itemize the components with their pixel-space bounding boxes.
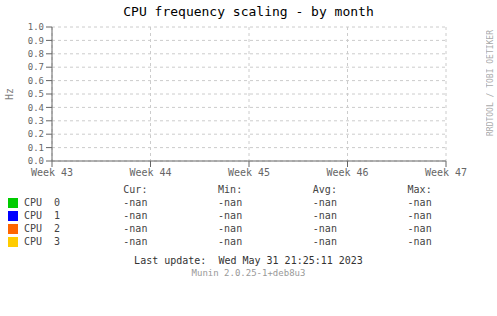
html-text:CPU 2: CPU 2 [24, 223, 61, 234]
html-text:Munin 2.0.25-1+deb8u3: Munin 2.0.25-1+deb8u3 [191, 268, 306, 278]
svg-text:0.9: 0.9 [28, 36, 44, 46]
html-text:Min:: Min: [218, 184, 243, 195]
svg-text:0.4: 0.4 [28, 103, 44, 113]
svg-text:0.2: 0.2 [28, 129, 44, 139]
svg-text:1.0: 1.0 [28, 22, 44, 32]
svg-text:0.5: 0.5 [28, 89, 44, 99]
svg-text:Week 47: Week 47 [425, 167, 467, 178]
html-text:Avg:: Avg: [312, 184, 337, 195]
html-text:-nan: -nan [312, 223, 337, 234]
html-text:-nan: -nan [312, 210, 337, 221]
svg-text:Week 44: Week 44 [129, 167, 171, 178]
svg-text:0.8: 0.8 [28, 49, 44, 59]
html-text:-nan: -nan [407, 223, 432, 234]
html-text:-nan: -nan [407, 236, 432, 247]
html-text:-nan: -nan [218, 236, 243, 247]
html-text:-nan: -nan [123, 236, 148, 247]
svg-text:0.1: 0.1 [28, 143, 44, 153]
svg-text:Week 46: Week 46 [326, 167, 368, 178]
svg-text:0.7: 0.7 [28, 62, 44, 72]
html-text:-nan: -nan [218, 197, 243, 208]
html-text:-nan: -nan [407, 210, 432, 221]
html-text:Last update: Wed May 31 21:25:: Last update: Wed May 31 21:25:11 2023 [134, 255, 363, 266]
html-text:-nan: -nan [123, 223, 148, 234]
html-text:-nan: -nan [312, 236, 337, 247]
svg-text:Hz: Hz [8, 88, 15, 100]
html-text:CPU 1: CPU 1 [24, 210, 61, 221]
html-text:Cur:: Cur: [123, 184, 148, 195]
svg-text:0.3: 0.3 [28, 116, 44, 126]
svg-text:0.6: 0.6 [28, 76, 44, 86]
html-text:CPU 3: CPU 3 [24, 236, 61, 247]
html-text:-nan: -nan [123, 210, 148, 221]
html-text:CPU frequency scaling - by mon: CPU frequency scaling - by month [123, 4, 374, 19]
svg-text:Week 43: Week 43 [31, 167, 73, 178]
svg-text:0.0: 0.0 [28, 156, 44, 166]
html-text:-nan: -nan [407, 197, 432, 208]
html-text:CPU 0: CPU 0 [24, 197, 61, 208]
html-text:Max:: Max: [407, 184, 432, 195]
html-text:-nan: -nan [218, 223, 243, 234]
svg-text:Week 45: Week 45 [228, 167, 270, 178]
html-text:RRDTOOL / TOBI OETIKER: RRDTOOL / TOBI OETIKER [486, 30, 495, 136]
html-text:-nan: -nan [123, 197, 148, 208]
html-text:-nan: -nan [312, 197, 337, 208]
html-text:-nan: -nan [218, 210, 243, 221]
